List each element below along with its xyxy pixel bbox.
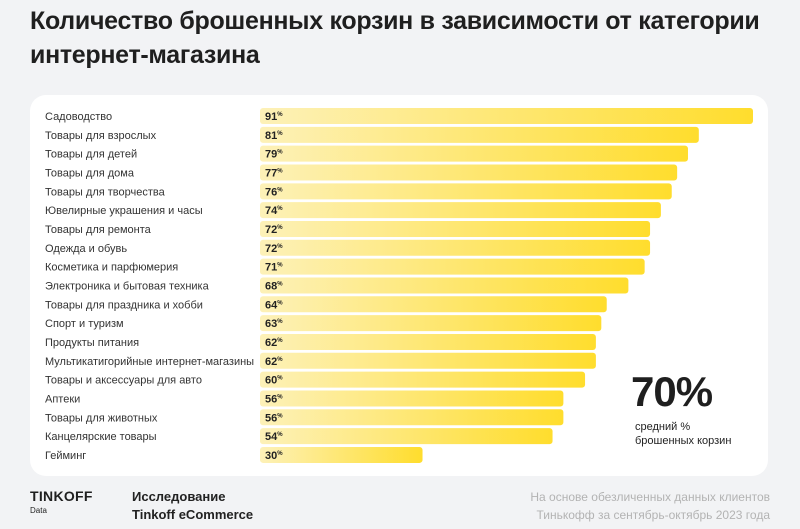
bar [260,220,651,237]
logo-sub: Data [30,506,47,515]
category-label: Ювелирные украшения и часы [45,205,203,217]
bar [260,446,423,463]
bar [260,183,672,200]
category-label: Товары для детей [45,149,137,161]
page-title: Количество брошенных корзин в зависимост… [30,7,760,69]
bar [260,352,596,369]
bar [260,315,602,332]
category-label: Товары для творчества [45,186,166,198]
bar [260,258,645,275]
study-label: Исследование Tinkoff eCommerce [132,489,254,522]
bar [260,333,596,350]
category-label: Садоводство [45,111,112,123]
category-label: Электроника и бытовая техника [45,280,210,292]
category-label: Аптеки [45,393,80,405]
category-label: Косметика и парфюмерия [45,262,178,274]
category-label: Товары для дома [45,167,135,179]
category-label: Одежда и обувь [45,243,127,255]
category-label: Мультикатигорийные интернет-магазины [45,356,254,368]
category-label: Товары для животных [45,412,158,424]
category-label: Товары и аксессуары для авто [45,375,202,387]
category-label: Канцелярские товары [45,431,157,443]
bar [260,202,661,219]
bar [260,108,753,124]
category-label: Товары для праздника и хобби [45,299,203,311]
bar [260,164,678,181]
bar [260,126,699,143]
bar [260,277,629,294]
source-note: На основе обезличенных данных клиентов Ти… [530,490,770,522]
category-label: Гейминг [45,450,86,462]
category-label: Товары для ремонта [45,224,152,236]
category-label: Продукты питания [45,337,139,349]
average-value: 70% [631,368,713,415]
category-label: Спорт и туризм [45,318,124,330]
bar [260,145,688,162]
bar [260,409,564,426]
bar [260,428,553,445]
bar [260,239,651,256]
logo: TINKOFF [30,488,93,504]
bar [260,390,564,407]
average-caption: средний % брошенных корзин [635,421,732,447]
bar [260,371,586,388]
category-label: Товары для взрослых [45,130,157,142]
bar [260,296,607,313]
